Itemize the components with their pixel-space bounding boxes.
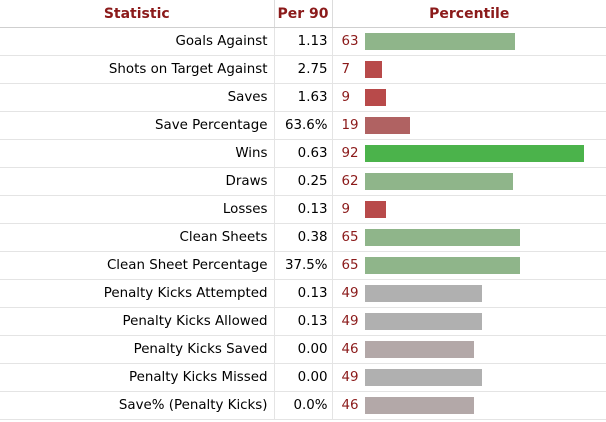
percentile-cell: 63: [332, 27, 606, 56]
percentile-cell: 49: [332, 307, 606, 336]
table-row: Penalty Kicks Allowed 0.13 49: [0, 307, 606, 336]
table-row: Shots on Target Against 2.75 7: [0, 55, 606, 84]
per90-value: 37.5%: [274, 251, 333, 280]
percentile-value: 49: [341, 314, 359, 329]
percentile-cell: 46: [332, 335, 606, 364]
percentile-cell: 65: [332, 251, 606, 280]
header-per90[interactable]: Per 90: [274, 0, 333, 28]
percentile-bar: [364, 201, 386, 218]
per90-value: 0.00: [274, 363, 333, 392]
percentile-value: 7: [341, 62, 351, 77]
percentile-bar: [364, 313, 482, 330]
percentile-value: 65: [341, 258, 359, 273]
percentile-bar: [364, 229, 520, 246]
per90-value: 0.13: [274, 195, 333, 224]
per90-value: 0.38: [274, 223, 333, 252]
per90-value: 0.25: [274, 167, 333, 196]
table-row: Save Percentage 63.6% 19: [0, 111, 606, 140]
stat-name: Losses: [0, 195, 275, 224]
table-row: Penalty Kicks Attempted 0.13 49: [0, 279, 606, 308]
percentile-value: 92: [341, 146, 359, 161]
percentile-bar: [364, 341, 474, 358]
stat-name: Penalty Kicks Attempted: [0, 279, 275, 308]
per90-value: 1.63: [274, 83, 333, 112]
table-row: Wins 0.63 92: [0, 139, 606, 168]
per90-value: 63.6%: [274, 111, 333, 140]
table-row: Penalty Kicks Missed 0.00 49: [0, 363, 606, 392]
header-percentile[interactable]: Percentile: [332, 0, 606, 28]
per90-value: 0.0%: [274, 391, 333, 420]
percentile-bar: [364, 173, 513, 190]
percentile-cell: 49: [332, 279, 606, 308]
stat-name: Saves: [0, 83, 275, 112]
percentile-cell: 62: [332, 167, 606, 196]
table-row: Clean Sheets 0.38 65: [0, 223, 606, 252]
table-row: Penalty Kicks Saved 0.00 46: [0, 335, 606, 364]
percentile-cell: 9: [332, 195, 606, 224]
percentile-bar: [364, 33, 515, 50]
percentile-cell: 7: [332, 55, 606, 84]
percentile-value: 46: [341, 342, 359, 357]
percentile-bar: [364, 285, 482, 302]
table-body: Goals Against 1.13 63 Shots on Target Again…: [0, 27, 606, 420]
table-row: Saves 1.63 9: [0, 83, 606, 112]
percentile-value: 63: [341, 34, 359, 49]
percentile-value: 9: [341, 90, 351, 105]
stat-name: Save% (Penalty Kicks): [0, 391, 275, 420]
percentile-cell: 46: [332, 391, 606, 420]
per90-value: 0.63: [274, 139, 333, 168]
table-row: Losses 0.13 9: [0, 195, 606, 224]
stat-name: Wins: [0, 139, 275, 168]
percentile-cell: 19: [332, 111, 606, 140]
stat-name: Clean Sheet Percentage: [0, 251, 275, 280]
stat-name: Penalty Kicks Missed: [0, 363, 275, 392]
per90-value: 1.13: [274, 27, 333, 56]
stat-name: Save Percentage: [0, 111, 275, 140]
per90-value: 0.00: [274, 335, 333, 364]
percentile-value: 62: [341, 174, 359, 189]
table-row: Save% (Penalty Kicks) 0.0% 46: [0, 391, 606, 420]
percentile-value: 49: [341, 370, 359, 385]
header-row: Statistic Per 90 Percentile: [0, 0, 606, 28]
per90-value: 0.13: [274, 307, 333, 336]
stat-name: Penalty Kicks Saved: [0, 335, 275, 364]
table-row: Draws 0.25 62: [0, 167, 606, 196]
percentile-value: 46: [341, 398, 359, 413]
table-row: Clean Sheet Percentage 37.5% 65: [0, 251, 606, 280]
percentile-cell: 9: [332, 83, 606, 112]
percentile-bar: [364, 397, 474, 414]
percentile-bar: [364, 89, 386, 106]
per90-value: 2.75: [274, 55, 333, 84]
percentile-cell: 65: [332, 223, 606, 252]
stat-name: Penalty Kicks Allowed: [0, 307, 275, 336]
percentile-cell: 92: [332, 139, 606, 168]
percentile-bar: [364, 61, 382, 78]
stat-name: Clean Sheets: [0, 223, 275, 252]
header-statistic[interactable]: Statistic: [0, 0, 275, 28]
percentile-bar: [364, 257, 520, 274]
percentile-cell: 49: [332, 363, 606, 392]
stat-name: Goals Against: [0, 27, 275, 56]
percentile-value: 19: [341, 118, 359, 133]
stat-name: Draws: [0, 167, 275, 196]
percentile-value: 9: [341, 202, 351, 217]
percentile-value: 49: [341, 286, 359, 301]
table-row: Goals Against 1.13 63: [0, 27, 606, 56]
stat-name: Shots on Target Against: [0, 55, 275, 84]
percentile-bar: [364, 117, 410, 134]
percentile-bar: [364, 145, 584, 162]
per90-value: 0.13: [274, 279, 333, 308]
percentile-bar: [364, 369, 482, 386]
percentile-value: 65: [341, 230, 359, 245]
